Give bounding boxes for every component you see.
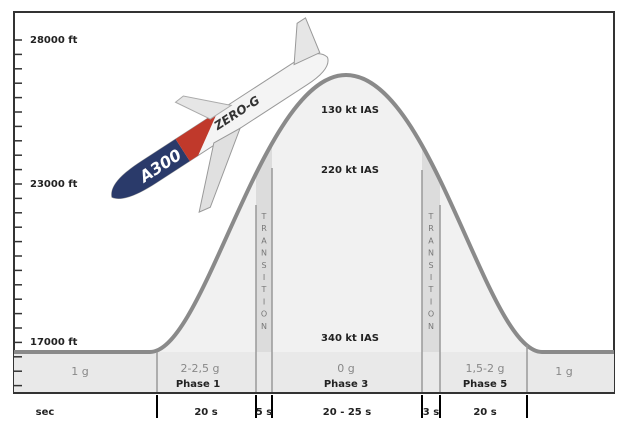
duration: 20 s [473,407,496,418]
duration: 20 - 25 s [323,407,371,418]
altitude-label: 17000 ft [30,337,78,348]
g-load: 0 g [337,362,354,375]
altitude-label: 28000 ft [30,35,78,46]
speed-label: 220 kt IAS [321,165,379,176]
phase-dividers [156,168,528,392]
duration: 3 s [423,407,439,418]
axis-ticks [14,39,22,387]
phase-name: Phase 5 [463,379,507,390]
phase-name: Phase 1 [176,379,220,390]
g-load: 1,5-2 g [466,362,505,375]
timeline-dividers [156,395,528,418]
g-load: 1 g [71,365,88,378]
time-unit: sec [36,407,55,418]
transition-label: TRANSITION [427,212,436,334]
speed-label: 130 kt IAS [321,105,379,116]
duration: 5 s [256,407,272,418]
altitude-label: 23000 ft [30,179,78,190]
g-band [14,352,614,392]
g-load: 2-2,5 g [181,362,220,375]
phase-name: Phase 3 [324,379,368,390]
aircraft: A300 ZERO-G [111,17,329,213]
g-load: 1 g [555,365,572,378]
duration: 20 s [194,407,217,418]
flight-profile [14,72,614,354]
transition-label: TRANSITION [260,212,269,334]
speed-label: 340 kt IAS [321,333,379,344]
